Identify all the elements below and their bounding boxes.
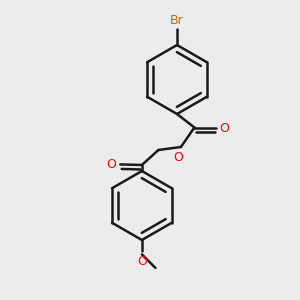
Text: O: O [174,151,183,164]
Text: Br: Br [170,14,184,27]
Text: O: O [106,158,116,172]
Text: O: O [220,122,230,135]
Text: O: O [137,255,147,268]
